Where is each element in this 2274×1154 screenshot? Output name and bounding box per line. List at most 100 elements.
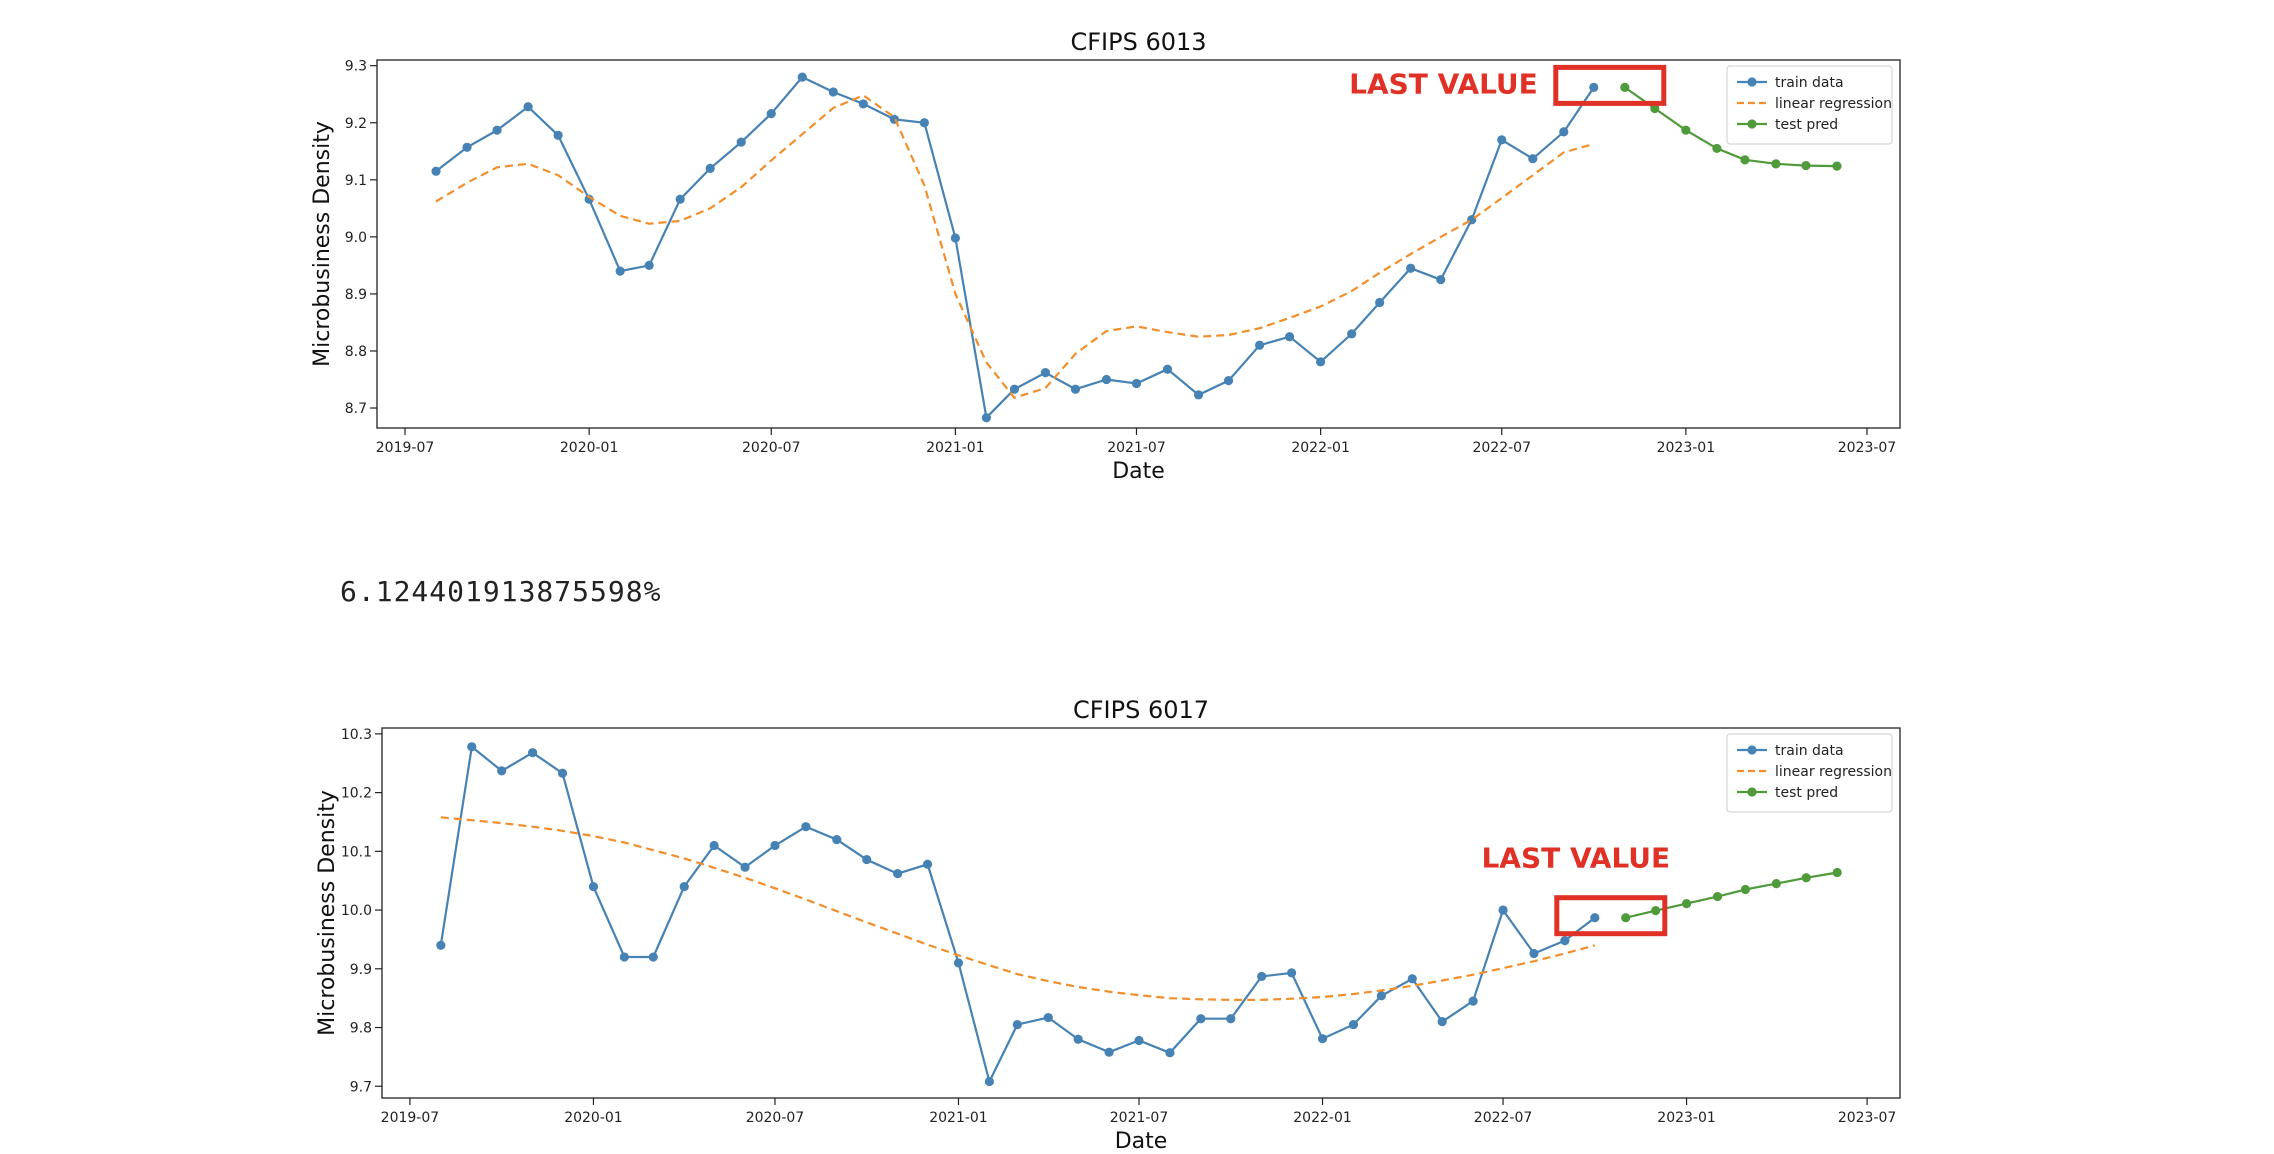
data-point-test-pred [1832,867,1842,878]
data-point-train-data [858,99,868,109]
data-point-train-data [1497,135,1507,145]
legend-box [1726,65,1893,145]
cell-output-text: 6.124401913875598% [340,575,662,608]
data-point-test-pred [1712,143,1722,154]
data-point-train-data [1223,376,1234,386]
x-tick-label: 2020-01 [564,1110,623,1126]
data-point-train-data [832,834,842,845]
y-tick-label: 9.7 [350,1079,372,1095]
data-point-train-data [1437,1017,1447,1027]
chart-cfips-6017: CFIPS 6017 9.7 9.8 9.9 10.0 10.1 10.2 10.3 2019-… [315,696,1901,1154]
data-point-train-data [492,125,502,135]
data-point-train-data [1348,1019,1359,1030]
data-point-train-data [1043,1012,1053,1023]
data-point-train-data [709,840,719,851]
data-point-train-data [862,854,872,865]
x-tick-label: 2022-07 [1472,440,1531,456]
data-point-train-data [1012,1019,1022,1030]
data-point-train-data [1193,390,1204,400]
data-point-test-pred [1832,161,1842,171]
data-point-train-data [1498,905,1508,915]
series-line-test-pred [1625,871,1838,919]
last-value-label: LAST VALUE [1481,842,1670,875]
data-point-test-pred [1712,891,1723,902]
data-point-train-data [1376,991,1386,1001]
x-tick-label: 2023-07 [1838,440,1897,456]
data-point-train-data [1196,1014,1206,1024]
data-point-test-pred [1801,873,1811,883]
y-tick-label: 8.8 [345,344,367,360]
legend-label: train data [1775,743,1844,759]
y-tick-label: 9.3 [345,59,367,75]
data-point-train-data [984,1076,994,1087]
data-point-test-pred [1621,913,1631,923]
data-point-test-pred [1651,906,1661,916]
series-line-train-data [439,744,1596,1085]
x-tick-label: 2019-07 [381,1110,440,1126]
data-point-test-pred [1681,899,1692,909]
data-point-train-data [679,881,689,892]
data-point-train-data [584,194,594,204]
data-point-test-pred [1771,879,1781,889]
x-tick-label: 2022-01 [1293,1110,1352,1126]
data-point-train-data [770,840,780,851]
data-point-test-pred [1771,159,1781,169]
legend-marker [1747,77,1757,87]
data-point-train-data [462,142,472,152]
data-point-train-data [1101,374,1112,385]
y-tick-label: 9.1 [345,173,367,189]
data-point-train-data [828,87,838,97]
legend: train data linear regression test pred [1726,733,1893,813]
y-tick-label: 8.7 [345,401,367,417]
data-point-train-data [1528,154,1538,164]
data-point-train-data [1589,82,1599,92]
plot-frame [376,59,1901,429]
data-point-test-pred [1681,125,1691,135]
data-point-train-data [1560,936,1570,946]
chart-title: CFIPS 6017 [1073,696,1209,724]
data-point-train-data [648,952,658,962]
data-point-test-pred [1801,160,1811,171]
y-tick-label: 8.9 [345,287,367,303]
data-point-train-data [467,742,477,752]
x-tick-label: 2022-07 [1474,1110,1533,1126]
data-point-train-data [1407,974,1417,984]
legend-box [1726,733,1893,813]
last-value-highlight-box [1553,64,1667,106]
x-axis-label: Date [1112,459,1165,484]
legend-label: test pred [1775,117,1838,133]
data-point-train-data [1436,275,1446,285]
x-tick-label: 2021-01 [929,1110,988,1126]
data-point-train-data [801,822,811,832]
data-point-train-data [1134,1035,1144,1046]
data-point-train-data [1162,364,1173,374]
y-tick-label: 10.0 [341,903,372,919]
data-point-train-data [557,768,568,778]
data-point-train-data [523,102,533,112]
data-point-train-data [1317,1034,1328,1044]
x-axis-label: Date [1115,1129,1168,1154]
legend-label: train data [1775,75,1844,91]
data-point-train-data [615,266,625,276]
legend: train data linear regression test pred [1726,65,1893,145]
legend-label: linear regression [1775,96,1892,112]
x-tick-label: 2022-01 [1291,440,1350,456]
data-point-train-data [1287,968,1297,978]
data-point-train-data [1009,384,1020,394]
x-tick-label: 2023-01 [1657,1110,1716,1126]
plot-frame [381,727,1901,1099]
data-point-train-data [736,137,746,147]
data-point-train-data [1375,297,1385,308]
x-tick-label: 2021-07 [1110,1110,1169,1126]
last-value-highlight-box [1554,895,1668,937]
y-axis-label: Microbusiness Density [310,121,335,367]
data-point-train-data [1073,1034,1083,1044]
x-tick-label: 2021-07 [1107,440,1166,456]
data-point-train-data [705,163,715,174]
x-tick-label: 2023-07 [1838,1110,1897,1126]
data-point-train-data [797,72,807,82]
data-point-train-data [1165,1048,1175,1058]
legend-label: linear regression [1775,764,1892,780]
data-point-train-data [1284,332,1295,342]
data-point-train-data [497,766,507,776]
